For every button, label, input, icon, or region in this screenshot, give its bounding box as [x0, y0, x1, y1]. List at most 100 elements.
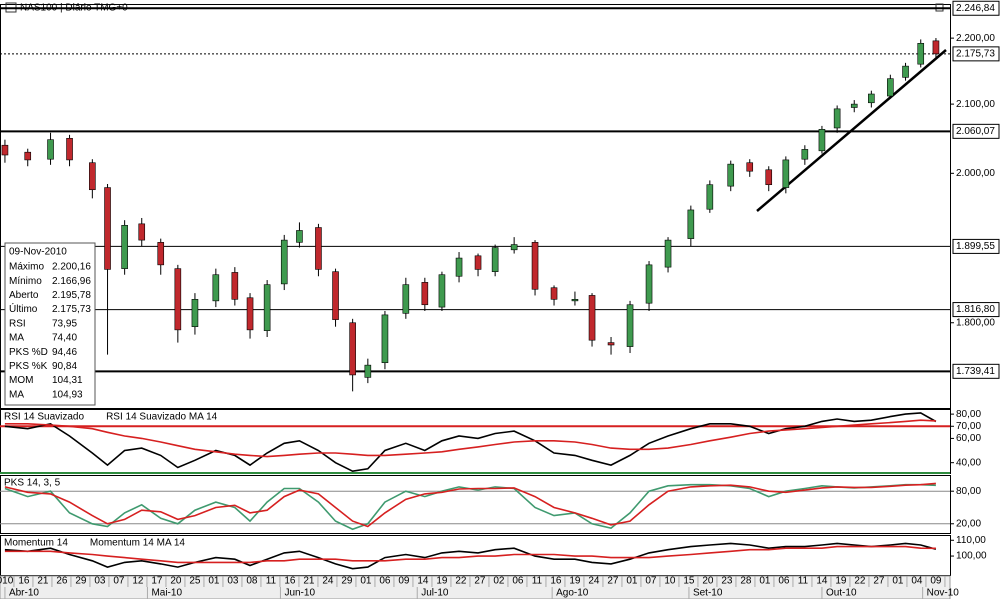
candle-body [315, 227, 322, 270]
candle-body [550, 287, 558, 300]
candle-body [421, 282, 429, 306]
x-tick-label: 16 [550, 576, 562, 587]
x-tick-label: 24 [322, 576, 334, 587]
candle-body [531, 242, 539, 290]
month-label: Out-10 [826, 588, 857, 599]
x-tick-label: 06 [512, 576, 524, 587]
legend-entry: RSI 14 Suavizado [4, 412, 84, 423]
x-tick-label: 22 [854, 576, 866, 587]
candle-body [212, 274, 220, 302]
info-value: 104,31 [52, 375, 83, 386]
x-tick-label: 03 [94, 576, 106, 587]
info-label: MA [9, 333, 24, 344]
level-label: 1.899,55 [956, 241, 995, 252]
x-tick-label: 06 [778, 576, 790, 587]
x-tick-label: 10 [664, 576, 676, 587]
month-label: Abr-10 [9, 588, 39, 599]
x-tick-label: 20 [170, 576, 182, 587]
candle-body [571, 299, 579, 302]
candle-body [510, 244, 518, 251]
month-label: Jul-10 [421, 588, 449, 599]
indicator-line [4, 412, 937, 473]
candle-body [932, 40, 940, 55]
level-label: 2.175,73 [956, 49, 995, 60]
candle-body [191, 299, 199, 327]
level-label-box [952, 46, 1000, 62]
info-value: 2.195,78 [52, 290, 91, 301]
x-tick-label: 06 [379, 576, 391, 587]
x-tick-label: 21 [37, 576, 49, 587]
x-tick-label: 28 [740, 576, 752, 587]
level-label-box [952, 238, 1000, 254]
candle-body [850, 103, 858, 108]
info-value: 73,95 [52, 318, 77, 329]
info-label: Aberto [9, 290, 39, 301]
x-tick-label: 03 [227, 576, 239, 587]
info-box [4, 242, 96, 406]
x-tick-label: 20 [702, 576, 714, 587]
candle-body [66, 137, 73, 161]
y-tick-label: 20,00 [956, 518, 981, 529]
indicator-line [4, 542, 937, 570]
candle-body [588, 295, 596, 341]
x-tick-label: 02 [493, 576, 505, 587]
price-frame [0, 4, 951, 409]
month-label: Jun-10 [284, 588, 315, 599]
candle-body [263, 284, 271, 331]
candle-body [833, 108, 841, 129]
month-label: Nov-10 [927, 588, 960, 599]
candle-body [887, 78, 894, 97]
info-label: MA [9, 389, 24, 400]
x-tick-label: 14 [816, 576, 828, 587]
y-tick-label: 110,00 [956, 535, 986, 546]
candle-body [917, 43, 925, 65]
candle-body [626, 304, 634, 347]
level-label-box [952, 0, 1000, 16]
x-tick-label: 29 [75, 576, 87, 587]
level-label-box [952, 363, 1000, 379]
info-value: 2.175,73 [52, 304, 91, 315]
level-label-box [952, 123, 1000, 139]
candle-body [349, 322, 356, 376]
x-tick-label: 11 [798, 576, 809, 587]
y-tick-label: 2.100,00 [956, 99, 995, 110]
indicator-line [4, 545, 936, 564]
x-tick-label: 01 [626, 576, 638, 587]
y-tick-label: 70,00 [956, 421, 981, 432]
x-tick-label: 19 [569, 576, 581, 587]
candle-body [121, 225, 128, 269]
x-tick-label: 27 [474, 576, 486, 587]
x-tick-label: 14 [417, 576, 429, 587]
x-tick-label: 17 [151, 576, 163, 587]
indicator-line [4, 482, 936, 528]
y-tick-label: 40,00 [956, 457, 981, 468]
candle-body [157, 242, 165, 266]
x-tick-label: 09 [930, 576, 942, 587]
x-tick-label: 29 [341, 576, 353, 587]
x-tick-label: 23 [721, 576, 733, 587]
candle-body [231, 272, 239, 300]
info-label: RSI [9, 318, 26, 329]
info-date: 09-Nov-2010 [9, 247, 67, 258]
x-tick-label: 07 [645, 576, 657, 587]
legend-entry: RSI 14 Suavizado MA 14 [106, 412, 218, 423]
candle-body [381, 314, 389, 364]
x-tick-label: 01 [892, 576, 904, 587]
candle-body [47, 139, 54, 160]
y-tick-label: 100,00 [956, 551, 987, 562]
y-tick-label: 2.200,00 [956, 33, 995, 44]
info-label: PKS %K [9, 361, 48, 372]
x-tick-label: 16 [284, 576, 296, 587]
info-label: MOM [9, 375, 33, 386]
info-value: 74,40 [52, 333, 77, 344]
y-tick-label: 80,00 [956, 486, 981, 497]
candle-body [138, 223, 146, 241]
indicator-line [4, 419, 936, 458]
candle-body [174, 268, 182, 331]
candle-body [24, 151, 32, 161]
candle-body [765, 169, 773, 186]
candle-body [746, 162, 754, 172]
level-label: 1.816,80 [956, 304, 995, 315]
